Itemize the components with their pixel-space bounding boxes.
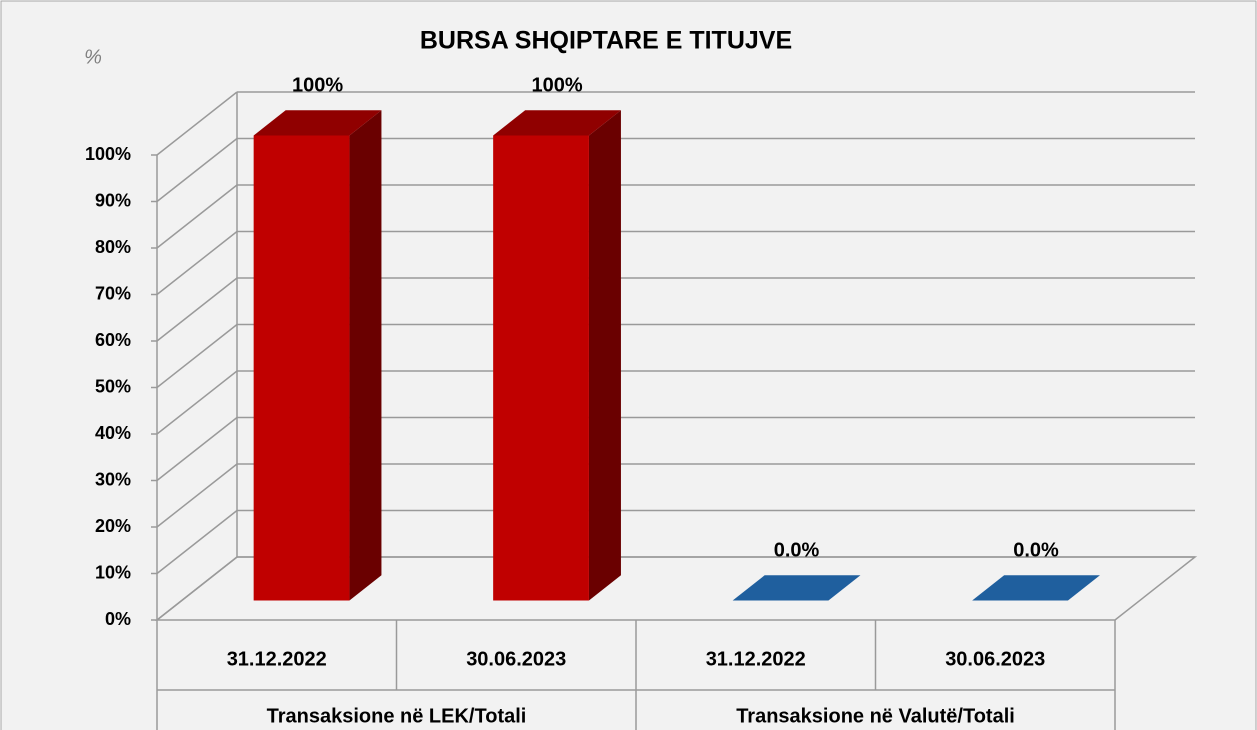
bar — [253, 110, 382, 601]
bar-top — [732, 575, 861, 601]
y-tick-label: 0% — [105, 609, 131, 629]
y-tick-label: 90% — [95, 190, 131, 210]
grid-line-side — [156, 230, 238, 296]
grid-line-side — [156, 91, 238, 156]
value-label: 100% — [292, 75, 343, 97]
grid-line-side — [156, 463, 238, 528]
bar-side — [349, 110, 382, 601]
bar — [732, 575, 861, 601]
value-label: 0.0% — [1013, 540, 1059, 562]
grid-line-side — [156, 509, 238, 575]
group-label: Transaksione në Valutë/Totali — [736, 705, 1015, 727]
y-tick-label: 30% — [95, 469, 131, 489]
bar-top — [253, 110, 382, 136]
bar-front — [493, 135, 589, 601]
x-tick-label: 30.06.2023 — [466, 648, 566, 670]
bar-front — [253, 135, 350, 601]
bar — [972, 575, 1100, 601]
grid-line-side — [156, 184, 238, 249]
y-tick-label: 10% — [95, 562, 131, 582]
x-tick-label: 31.12.2022 — [706, 648, 806, 670]
y-tick-label: 40% — [95, 423, 131, 443]
grid-line-side — [156, 416, 238, 482]
y-tick-label: 70% — [95, 283, 131, 303]
y-tick-label: 60% — [95, 330, 131, 350]
bar — [493, 110, 621, 601]
x-tick-label: 30.06.2023 — [945, 648, 1045, 670]
y-tick-label: 50% — [95, 376, 131, 396]
bar-top — [493, 110, 621, 136]
value-label: 0.0% — [774, 540, 820, 562]
y-unit: % — [84, 46, 102, 68]
chart-title: BURSA SHQIPTARE E TITUJVE — [420, 27, 792, 55]
grid-line-side — [156, 137, 238, 203]
bar-side — [588, 110, 621, 601]
grid-line-side — [156, 370, 238, 435]
grid-line-side — [156, 323, 238, 389]
grid-line-side — [156, 556, 238, 621]
y-tick-label: 20% — [95, 516, 131, 536]
x-tick-label: 31.12.2022 — [227, 648, 327, 670]
grid-line-side — [156, 277, 238, 342]
y-tick-label: 100% — [85, 144, 131, 164]
y-tick-label: 80% — [95, 237, 131, 257]
value-label: 100% — [531, 75, 582, 97]
bar-top — [972, 575, 1100, 601]
group-label: Transaksione në LEK/Totali — [267, 705, 527, 727]
